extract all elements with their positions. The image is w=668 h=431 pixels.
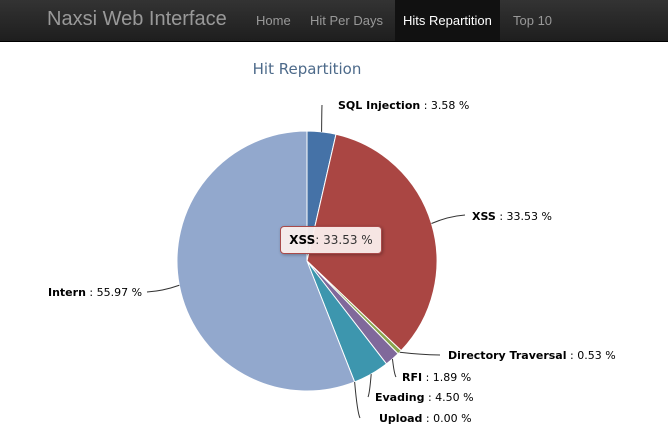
connector-line [367,374,372,398]
connector-line [354,381,361,419]
tooltip-name: XSS [289,233,316,247]
data-label: Evading : 4.50 % [375,391,474,404]
data-label: XSS : 33.53 % [472,210,552,223]
tooltip-value: : 33.53 % [315,233,373,247]
data-label: Directory Traversal : 0.53 % [448,349,616,362]
connector-line [431,214,466,224]
brand-logo[interactable]: Naxsi Web Interface [47,8,227,30]
data-label: Upload : 0.00 % [379,412,472,425]
data-label: RFI : 1.89 % [402,371,471,384]
connector-line [146,284,180,293]
connector-line [399,351,441,356]
nav-home[interactable]: Home [256,13,291,28]
chart-title: Hit Repartition [252,60,362,78]
data-label: Intern : 55.97 % [48,286,142,299]
connector-line [391,358,397,378]
navbar: Naxsi Web Interface Home Hit Per Days Hi… [0,0,668,42]
nav-hit-per-days[interactable]: Hit Per Days [310,13,383,28]
data-label: SQL Injection : 3.58 % [338,99,469,112]
pie-slice-intern[interactable] [176,130,356,392]
nav-hits-repartition[interactable]: Hits Repartition [395,0,500,41]
tooltip: XSS: 33.53 % [280,226,382,254]
nav-top-10[interactable]: Top 10 [513,13,553,28]
